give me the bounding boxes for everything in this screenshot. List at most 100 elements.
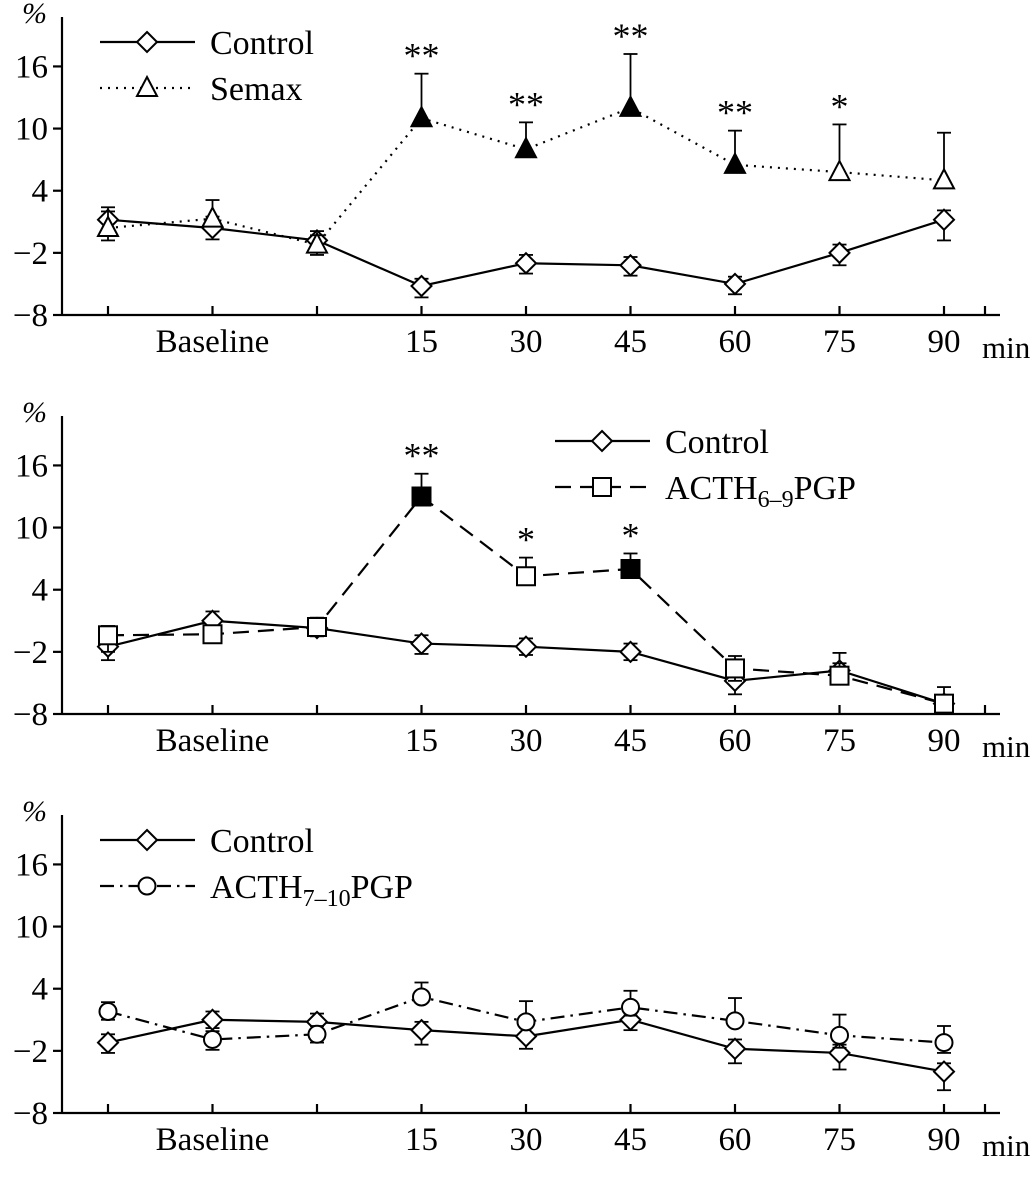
x-tick-label: 30 — [510, 324, 543, 360]
y-axis-label: % — [22, 399, 47, 429]
x-tick-label: 60 — [719, 1122, 752, 1158]
x-tick-label: 45 — [614, 723, 647, 759]
significance-marker: * — [831, 86, 849, 126]
x-tick-label: 15 — [405, 1122, 438, 1158]
legend-label: ACTH7–10PGP — [210, 869, 413, 912]
series-acth7-10pgp-marker — [516, 1012, 536, 1032]
y-tick-label: 16 — [15, 49, 48, 85]
series-semax-marker — [305, 231, 329, 254]
series-control-marker — [514, 635, 538, 659]
series-acth7-10pgp-marker — [934, 1033, 954, 1053]
series-acth7-10pgp-marker — [830, 1025, 849, 1045]
y-tick-label: 10 — [15, 511, 48, 547]
x-tick-label: 45 — [614, 324, 647, 360]
x-tick-label: 90 — [928, 1122, 961, 1158]
series-acth7-10pgp-marker — [203, 1029, 222, 1049]
x-axis-label: min — [982, 330, 1031, 365]
legend-diamond-marker — [135, 828, 159, 852]
legend-label: ACTH6–9PGP — [665, 470, 856, 513]
y-tick-label: 4 — [32, 174, 49, 210]
series-acth6-9pgp-marker — [202, 624, 223, 645]
significance-marker: * — [622, 515, 640, 555]
series-acth6-9pgp — [98, 472, 954, 714]
x-tick-label: Baseline — [156, 723, 270, 759]
series-acth7-10pgp — [98, 981, 954, 1054]
series-control-marker — [619, 640, 642, 664]
series-acth7-10pgp-marker — [307, 1024, 327, 1044]
y-axis-label: % — [22, 798, 47, 828]
x-tick-label: Baseline — [156, 1122, 270, 1158]
x-tick-label: 15 — [405, 723, 438, 759]
series-control-marker — [410, 632, 433, 655]
y-tick-label: −8 — [13, 1096, 48, 1132]
y-tick-label: −2 — [13, 236, 48, 272]
significance-marker: ** — [508, 84, 544, 124]
legend-triangle-marker — [135, 74, 159, 97]
series-semax-marker — [827, 158, 852, 182]
legend: Control ACTH7–10PGP — [100, 823, 413, 912]
series-semax-marker — [409, 105, 434, 128]
axes — [53, 416, 1000, 716]
series-acth7-10pgp-marker — [725, 1011, 745, 1031]
x-tick-label: 75 — [823, 324, 856, 360]
series-acth6-9pgp-marker — [725, 658, 745, 679]
series-control-marker — [932, 1060, 956, 1083]
series-acth6-9pgp-marker — [516, 566, 536, 587]
y-tick-label: −2 — [13, 635, 48, 671]
chart-acth7-10-pgp-vs-control: 16 10 4 −2 −8% Baseline 15 30 45 60 75 90 min Control… — [13, 798, 1031, 1163]
legend-label: Semax — [210, 71, 303, 108]
x-axis-label: min — [982, 1128, 1031, 1163]
series-control-marker — [410, 274, 433, 298]
series-semax-marker — [932, 167, 956, 190]
x-tick-label: 30 — [510, 1122, 543, 1158]
series-control-marker — [514, 1024, 538, 1048]
series-semax-marker — [200, 205, 225, 228]
legend-diamond-marker — [590, 429, 614, 453]
series-acth6-9pgp-marker — [98, 625, 118, 646]
x-tick-label: Baseline — [156, 324, 270, 360]
x-tick-label: 75 — [823, 723, 856, 759]
series-control-marker — [932, 208, 956, 232]
significance-marker: ** — [404, 436, 440, 476]
series-acth6-9pgp-marker — [307, 617, 327, 637]
y-tick-label: 16 — [15, 448, 48, 484]
axes — [53, 815, 1000, 1115]
x-tick-label: 30 — [510, 723, 543, 759]
x-tick-label: 90 — [928, 324, 961, 360]
x-tick-label: 15 — [405, 324, 438, 360]
significance-marker: ** — [717, 93, 753, 133]
x-tick-label: 60 — [719, 723, 752, 759]
series-control-marker — [723, 272, 747, 296]
x-axis-label: min — [982, 729, 1031, 764]
y-tick-label: 4 — [32, 972, 49, 1008]
significance-marker: ** — [404, 36, 440, 76]
series-semax — [96, 53, 956, 256]
significance-marker: ** — [613, 16, 649, 56]
x-tick-label: 45 — [614, 1122, 647, 1158]
x-tick-label: 60 — [719, 324, 752, 360]
y-tick-label: 10 — [15, 112, 48, 148]
y-tick-label: 10 — [15, 910, 48, 946]
series-semax-marker — [96, 214, 120, 237]
legend: Control ACTH6–9PGP — [555, 424, 856, 513]
y-tick-label: −2 — [13, 1034, 48, 1070]
series-semax-marker — [514, 136, 538, 159]
series-control-marker — [96, 1031, 120, 1054]
series-control-marker — [410, 1018, 433, 1042]
series-control — [96, 1005, 956, 1092]
legend: Control Semax — [100, 25, 314, 108]
legend-label: Control — [210, 823, 314, 860]
series-acth7-10pgp-marker — [412, 987, 431, 1007]
series-acth6-9pgp-marker — [934, 693, 954, 714]
x-tick-label: 75 — [823, 1122, 856, 1158]
y-tick-label: 4 — [32, 573, 49, 609]
series-acth6-9pgp-marker — [411, 486, 432, 507]
legend-label: Control — [665, 424, 769, 461]
series-acth7-10pgp-marker — [621, 997, 640, 1017]
series-control-marker — [828, 241, 851, 265]
y-tick-label: 16 — [15, 847, 48, 883]
series-acth6-9pgp-marker — [829, 665, 850, 686]
